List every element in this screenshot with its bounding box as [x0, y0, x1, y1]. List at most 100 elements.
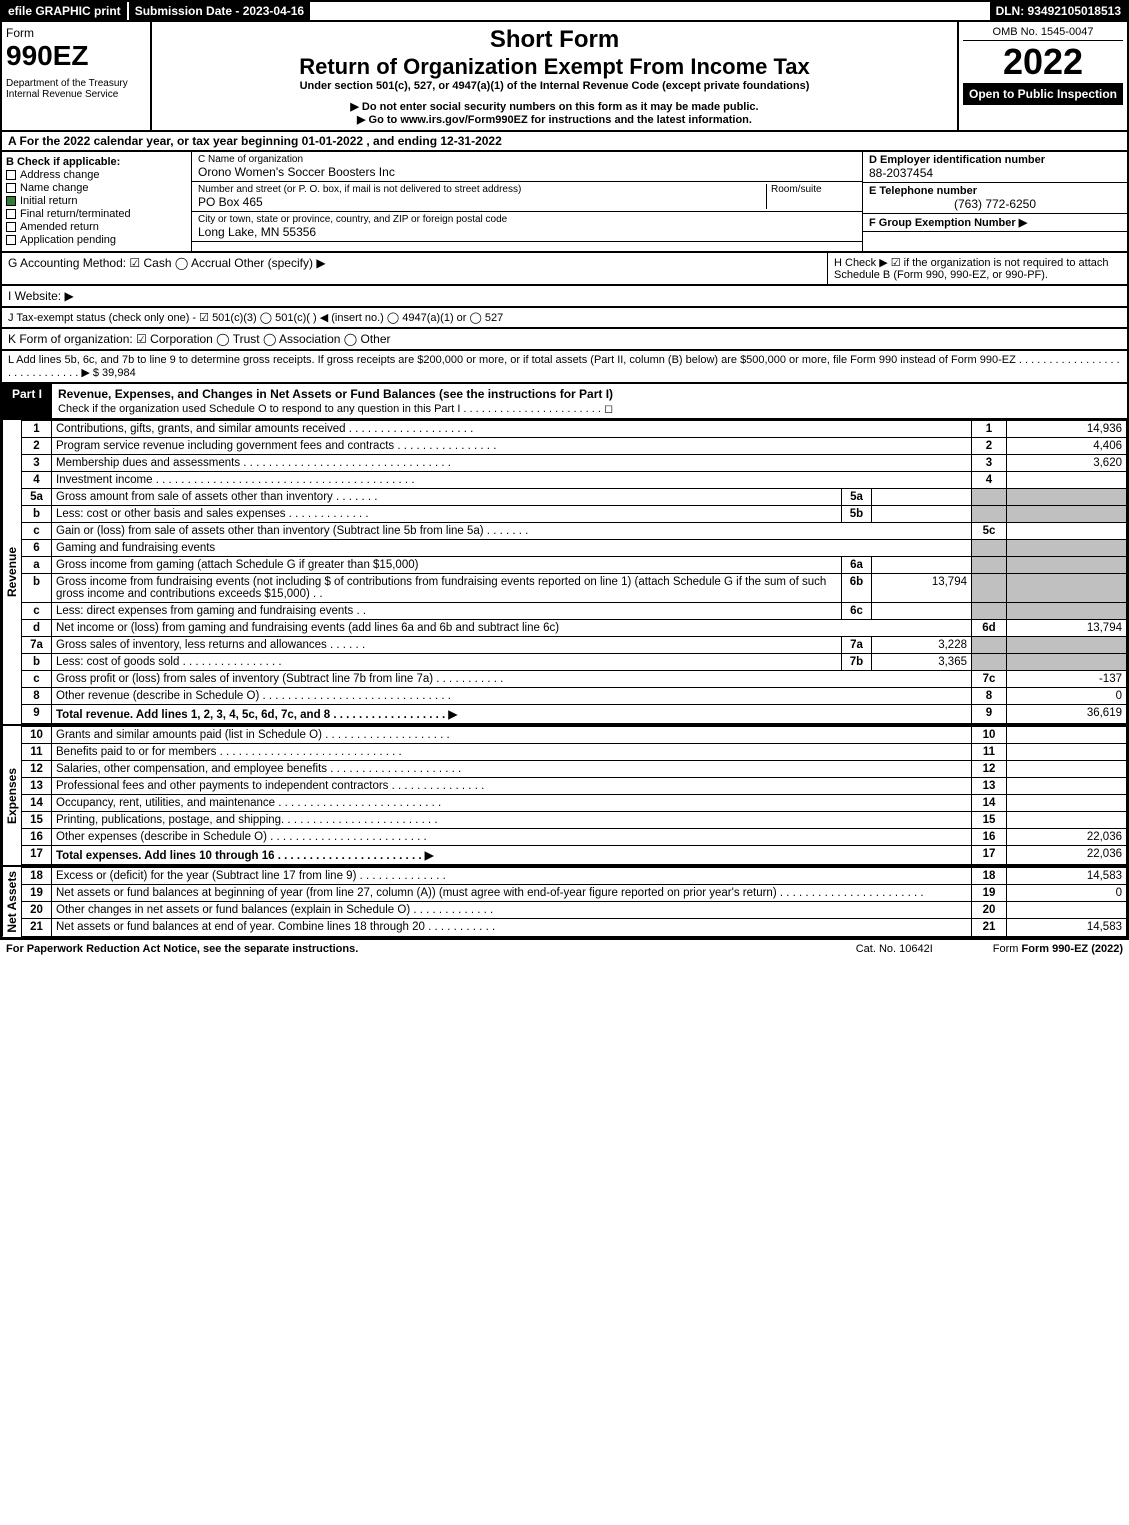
checkbox-icon[interactable] [6, 209, 16, 219]
r-val [1007, 523, 1127, 540]
line-num: 10 [22, 727, 52, 744]
title-short-form: Short Form [156, 26, 953, 54]
line-20: 20Other changes in net assets or fund ba… [22, 902, 1127, 919]
part1-check: Check if the organization used Schedule … [58, 403, 613, 415]
check-application-pending[interactable]: Application pending [6, 234, 187, 246]
line-num: 17 [22, 846, 52, 865]
line-desc: Net assets or fund balances at end of ye… [52, 919, 972, 936]
mid-val [872, 603, 972, 620]
line-num: 13 [22, 778, 52, 795]
r-val-grey [1007, 574, 1127, 603]
line-num: b [22, 574, 52, 603]
r-val: 14,936 [1007, 421, 1127, 438]
netassets-vert: Net Assets [2, 867, 21, 937]
line-num: 14 [22, 795, 52, 812]
line-b: bLess: cost or other basis and sales exp… [22, 506, 1127, 523]
r-val [1007, 795, 1127, 812]
r-val-grey [1007, 506, 1127, 523]
org-name: Orono Women's Soccer Boosters Inc [198, 165, 856, 179]
check-amended-return[interactable]: Amended return [6, 221, 187, 233]
line-desc: Contributions, gifts, grants, and simila… [52, 421, 972, 438]
mid-val [872, 489, 972, 506]
line-num: 19 [22, 885, 52, 902]
line-c: cGain or (loss) from sale of assets othe… [22, 523, 1127, 540]
r-num-grey [972, 557, 1007, 574]
line-desc: Gross income from fundraising events (no… [52, 574, 842, 603]
line-num: 8 [22, 688, 52, 705]
line-desc: Program service revenue including govern… [52, 438, 972, 455]
r-num: 6d [972, 620, 1007, 637]
line-num: c [22, 523, 52, 540]
name-label: C Name of organization [198, 154, 856, 165]
footer-right: Form Form 990-EZ (2022) [993, 943, 1123, 955]
org-city: Long Lake, MN 55356 [198, 225, 856, 239]
checkbox-icon[interactable] [6, 235, 16, 245]
check-address-change[interactable]: Address change [6, 169, 187, 181]
line-14: 14Occupancy, rent, utilities, and mainte… [22, 795, 1127, 812]
mid-val: 13,794 [872, 574, 972, 603]
check-label: Initial return [20, 195, 77, 207]
r-num-grey [972, 654, 1007, 671]
row-k: K Form of organization: ☑ Corporation ◯ … [0, 329, 1129, 351]
row-j: J Tax-exempt status (check only one) - ☑… [0, 308, 1129, 329]
part1-header: Part I Revenue, Expenses, and Changes in… [0, 384, 1129, 420]
line-c: cGross profit or (loss) from sales of in… [22, 671, 1127, 688]
mid-val: 3,365 [872, 654, 972, 671]
checkbox-icon[interactable] [6, 183, 16, 193]
line-desc: Other expenses (describe in Schedule O) … [52, 829, 972, 846]
line-desc: Gaming and fundraising events [52, 540, 972, 557]
line-desc: Less: direct expenses from gaming and fu… [52, 603, 842, 620]
col-c-org: C Name of organization Orono Women's Soc… [192, 152, 862, 251]
line-num: c [22, 603, 52, 620]
mid-num: 7b [842, 654, 872, 671]
line-num: 5a [22, 489, 52, 506]
checkbox-icon[interactable] [6, 222, 16, 232]
line-desc: Less: cost or other basis and sales expe… [52, 506, 842, 523]
check-initial-return[interactable]: Initial return [6, 195, 187, 207]
r-val: 14,583 [1007, 868, 1127, 885]
line-1: 1Contributions, gifts, grants, and simil… [22, 421, 1127, 438]
check-label: Name change [20, 182, 89, 194]
check-label: Application pending [20, 234, 116, 246]
form-header: Form 990EZ Department of the Treasury In… [0, 22, 1129, 132]
check-final-return-terminated[interactable]: Final return/terminated [6, 208, 187, 220]
line-7a: 7aGross sales of inventory, less returns… [22, 637, 1127, 654]
r-num-grey [972, 603, 1007, 620]
r-val-grey [1007, 603, 1127, 620]
r-num-grey [972, 637, 1007, 654]
r-val: 22,036 [1007, 846, 1127, 865]
r-val: 13,794 [1007, 620, 1127, 637]
line-num: 2 [22, 438, 52, 455]
part1-title: Revenue, Expenses, and Changes in Net As… [58, 387, 613, 401]
r-num-grey [972, 574, 1007, 603]
line-6: 6Gaming and fundraising events [22, 540, 1127, 557]
top-bar: efile GRAPHIC print Submission Date - 20… [0, 0, 1129, 22]
mid-num: 6a [842, 557, 872, 574]
r-num-grey [972, 506, 1007, 523]
efile-label[interactable]: efile GRAPHIC print [2, 2, 127, 20]
mid-num: 7a [842, 637, 872, 654]
r-num-grey [972, 540, 1007, 557]
mid-val: 3,228 [872, 637, 972, 654]
r-num: 19 [972, 885, 1007, 902]
checkbox-icon[interactable] [6, 196, 16, 206]
line-num: b [22, 654, 52, 671]
r-num: 7c [972, 671, 1007, 688]
r-num: 10 [972, 727, 1007, 744]
line-desc: Total revenue. Add lines 1, 2, 3, 4, 5c,… [52, 705, 972, 724]
line-18: 18Excess or (deficit) for the year (Subt… [22, 868, 1127, 885]
r-val-grey [1007, 489, 1127, 506]
note-link[interactable]: ▶ Go to www.irs.gov/Form990EZ for instru… [156, 113, 953, 126]
line-2: 2Program service revenue including gover… [22, 438, 1127, 455]
check-name-change[interactable]: Name change [6, 182, 187, 194]
netassets-table: 18Excess or (deficit) for the year (Subt… [21, 867, 1127, 937]
note-ssn: ▶ Do not enter social security numbers o… [156, 100, 953, 113]
r-val: 14,583 [1007, 919, 1127, 936]
line-desc: Gross amount from sale of assets other t… [52, 489, 842, 506]
line-desc: Total expenses. Add lines 10 through 16 … [52, 846, 972, 865]
r-num: 15 [972, 812, 1007, 829]
r-num: 17 [972, 846, 1007, 865]
line-num: 3 [22, 455, 52, 472]
org-address: PO Box 465 [198, 195, 766, 209]
checkbox-icon[interactable] [6, 170, 16, 180]
